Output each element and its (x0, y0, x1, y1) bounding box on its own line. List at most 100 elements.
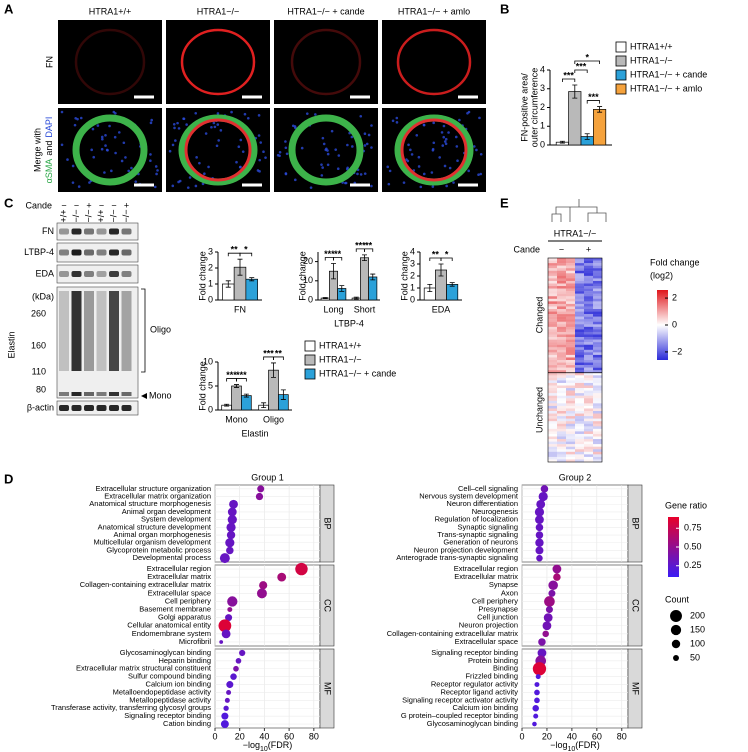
column-label: − (559, 244, 564, 254)
blot-band (84, 249, 94, 256)
category-label: Anterograde trans-synaptic signaling (396, 553, 518, 562)
heat-cell (557, 405, 567, 409)
dapi-nucleus (134, 180, 138, 183)
heat-cell (557, 265, 567, 269)
y-tick-label: 3 (208, 246, 213, 256)
heat-cell (584, 449, 594, 452)
heat-cell (548, 439, 558, 442)
heat-cell (566, 316, 576, 320)
blot-smear (59, 291, 69, 371)
heat-cell (584, 334, 594, 338)
blot-band (96, 228, 107, 235)
x-tick-label: 80 (617, 731, 627, 741)
heat-cell (584, 354, 594, 358)
heat-cell (557, 370, 567, 373)
dapi-nucleus (264, 156, 267, 159)
heat-cell (584, 258, 594, 261)
heat-cell (584, 337, 594, 340)
heat-cell (566, 291, 576, 294)
dapi-nucleus (188, 176, 192, 179)
y-axis-label: FN-positive area/ (519, 73, 529, 142)
heat-cell (557, 459, 567, 463)
heat-cell (548, 408, 558, 412)
category-label: Receptor regulator activity (431, 680, 518, 689)
row-label: Elastin (6, 331, 16, 358)
heat-cell (548, 314, 558, 317)
heat-cell (584, 433, 594, 437)
dapi-nucleus (350, 135, 354, 139)
dot (223, 705, 229, 711)
heat-cell (566, 268, 576, 271)
heat-cell (575, 454, 585, 458)
heat-cell (557, 411, 567, 414)
heat-cell (566, 357, 576, 361)
heat-cell (575, 441, 585, 445)
y-tick-label: 2 (540, 102, 545, 112)
micrograph (58, 20, 162, 104)
blot-band (59, 392, 69, 396)
label-part: −log (550, 740, 567, 750)
y-tick-label: 0 (208, 294, 213, 304)
heat-cell (566, 444, 576, 447)
heat-cell (593, 265, 603, 269)
dapi-nucleus (351, 145, 354, 148)
category-label: Metalloendopeptidase activity (113, 687, 212, 696)
heat-cell (548, 273, 558, 277)
dot (219, 640, 224, 644)
size-key (670, 610, 682, 622)
heat-cell (548, 456, 558, 460)
heat-cell (575, 370, 585, 373)
heat-cell (557, 385, 567, 389)
lane-label: + (86, 200, 91, 210)
heat-cell (548, 449, 558, 452)
heat-cell (593, 413, 603, 417)
heat-cell (584, 405, 594, 409)
dapi-nucleus (71, 181, 75, 184)
label-part: (FDR) (575, 740, 600, 750)
dapi-nucleus (173, 126, 176, 130)
dapi-nucleus (300, 146, 304, 150)
heat-cell (548, 354, 558, 358)
heat-cell (593, 395, 603, 399)
dot (537, 648, 547, 658)
dot (535, 531, 544, 539)
dapi-nucleus (176, 121, 179, 125)
dapi-nucleus (444, 137, 448, 141)
heat-cell (575, 400, 585, 404)
y-axis-label: Fold change (197, 361, 207, 411)
dot (224, 697, 230, 703)
dapi-nucleus (213, 125, 217, 129)
heat-cell (548, 418, 558, 422)
significance-label: *** (563, 70, 574, 80)
dot (221, 629, 231, 639)
category-label: Glycosaminoglycan binding (120, 648, 211, 657)
dapi-nucleus (156, 169, 159, 172)
dot (543, 613, 553, 623)
dapi-nucleus (402, 181, 406, 184)
dapi-nucleus (477, 173, 480, 176)
blot-band (121, 405, 132, 411)
heat-cell (584, 382, 594, 386)
heat-cell (584, 349, 594, 353)
heat-cell (575, 439, 585, 442)
heat-cell (566, 375, 576, 379)
heat-cell (575, 347, 585, 350)
heat-cell (575, 418, 585, 422)
heat-cell (548, 385, 558, 389)
blot-band (71, 249, 82, 256)
heat-cell (566, 342, 576, 345)
fn-stain (400, 118, 468, 182)
dapi-nucleus (479, 152, 483, 156)
heat-cell (593, 382, 603, 386)
dapi-nucleus (100, 147, 104, 151)
category-label: Extracellular space (148, 588, 211, 597)
dapi-nucleus (172, 123, 176, 126)
heat-cell (566, 405, 576, 409)
panel-label: A (4, 1, 14, 16)
category-label: Animal organ morphogenesis (113, 530, 211, 539)
heat-cell (593, 291, 603, 294)
heat-cell (593, 321, 603, 325)
lane-label: +/+ (58, 209, 68, 222)
heat-cell (548, 441, 558, 445)
row-label: LTBP-4 (24, 247, 54, 257)
